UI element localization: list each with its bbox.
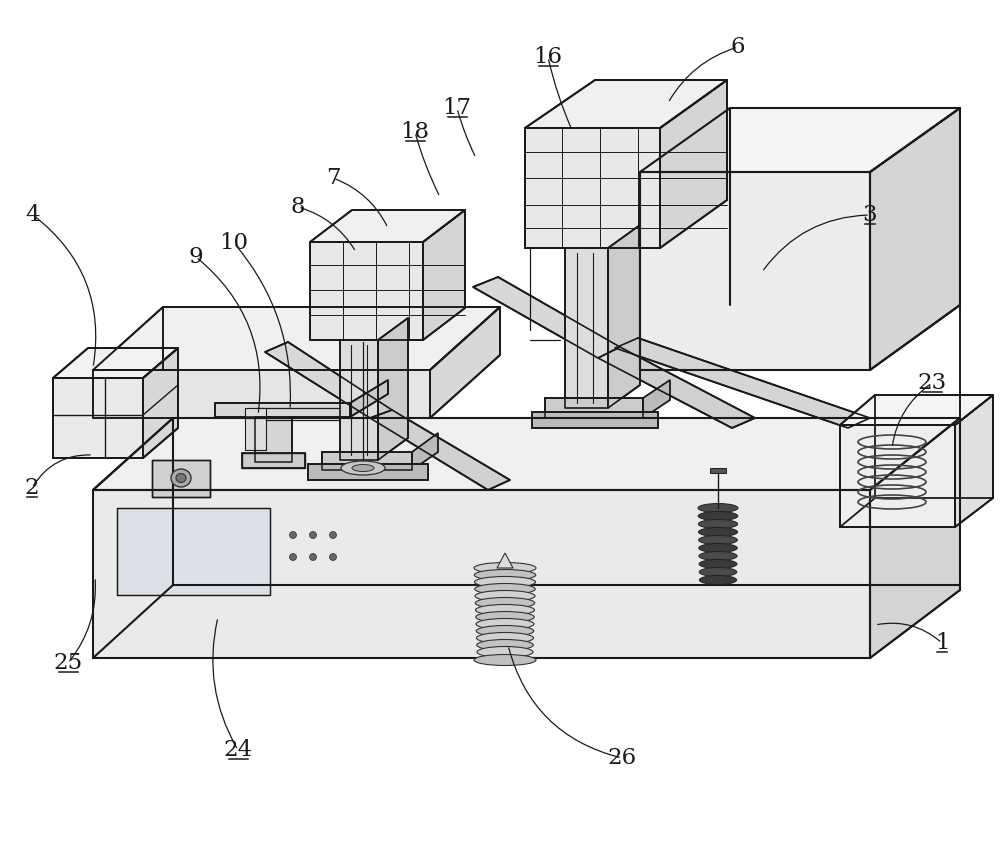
Polygon shape xyxy=(93,307,500,370)
Polygon shape xyxy=(310,210,465,242)
Ellipse shape xyxy=(475,583,535,594)
Text: 2: 2 xyxy=(25,477,39,499)
Text: 1: 1 xyxy=(935,632,949,654)
Ellipse shape xyxy=(477,640,533,651)
Polygon shape xyxy=(870,108,960,370)
Polygon shape xyxy=(93,418,960,490)
Ellipse shape xyxy=(699,560,737,568)
Polygon shape xyxy=(215,403,350,417)
Ellipse shape xyxy=(698,528,738,536)
Polygon shape xyxy=(545,398,643,418)
Ellipse shape xyxy=(476,626,534,636)
Polygon shape xyxy=(412,433,438,470)
Polygon shape xyxy=(53,378,143,458)
Ellipse shape xyxy=(176,474,186,482)
Ellipse shape xyxy=(310,531,317,539)
Ellipse shape xyxy=(171,469,191,487)
Text: 4: 4 xyxy=(26,204,40,226)
Ellipse shape xyxy=(352,464,374,471)
Ellipse shape xyxy=(475,598,535,609)
Polygon shape xyxy=(640,172,870,370)
Text: 24: 24 xyxy=(223,739,253,761)
Polygon shape xyxy=(643,380,670,418)
Ellipse shape xyxy=(341,461,385,475)
Polygon shape xyxy=(322,452,412,470)
Polygon shape xyxy=(350,380,388,417)
Polygon shape xyxy=(423,210,465,340)
Ellipse shape xyxy=(699,551,737,561)
Polygon shape xyxy=(525,128,660,248)
Polygon shape xyxy=(255,417,292,462)
Polygon shape xyxy=(565,248,608,408)
Ellipse shape xyxy=(330,531,337,539)
Polygon shape xyxy=(840,425,955,527)
Polygon shape xyxy=(242,453,305,468)
Text: 18: 18 xyxy=(401,121,430,143)
Polygon shape xyxy=(660,80,727,248)
Polygon shape xyxy=(615,338,870,428)
Polygon shape xyxy=(93,490,870,658)
Text: 26: 26 xyxy=(607,747,637,769)
Ellipse shape xyxy=(290,554,297,561)
Ellipse shape xyxy=(475,577,536,588)
Polygon shape xyxy=(598,347,755,428)
Ellipse shape xyxy=(475,590,535,602)
Polygon shape xyxy=(525,80,727,128)
Polygon shape xyxy=(152,460,210,497)
Ellipse shape xyxy=(477,647,533,658)
Ellipse shape xyxy=(699,535,737,545)
Polygon shape xyxy=(608,225,640,408)
Ellipse shape xyxy=(699,576,737,584)
Text: 23: 23 xyxy=(917,372,947,394)
Polygon shape xyxy=(310,242,423,340)
Ellipse shape xyxy=(698,503,738,513)
Ellipse shape xyxy=(476,619,534,630)
Ellipse shape xyxy=(698,519,738,529)
Text: 7: 7 xyxy=(326,167,340,189)
Polygon shape xyxy=(143,348,178,458)
Ellipse shape xyxy=(477,632,534,643)
Polygon shape xyxy=(378,318,408,460)
Polygon shape xyxy=(53,348,178,378)
Polygon shape xyxy=(340,340,378,460)
Ellipse shape xyxy=(699,567,737,577)
Polygon shape xyxy=(955,395,993,527)
Ellipse shape xyxy=(698,512,738,520)
Polygon shape xyxy=(473,277,620,358)
Ellipse shape xyxy=(476,611,534,622)
Ellipse shape xyxy=(474,570,536,581)
Text: 10: 10 xyxy=(220,232,249,254)
Text: 17: 17 xyxy=(443,97,472,119)
Polygon shape xyxy=(245,418,266,450)
Polygon shape xyxy=(640,108,960,172)
Polygon shape xyxy=(870,418,960,658)
Ellipse shape xyxy=(476,604,534,615)
Text: 8: 8 xyxy=(291,196,305,218)
Text: 9: 9 xyxy=(189,246,203,268)
Polygon shape xyxy=(370,410,510,490)
Ellipse shape xyxy=(474,654,536,665)
Polygon shape xyxy=(497,553,513,568)
Polygon shape xyxy=(265,342,392,418)
Ellipse shape xyxy=(330,554,337,561)
Polygon shape xyxy=(532,412,658,428)
Polygon shape xyxy=(245,408,266,418)
Text: 6: 6 xyxy=(731,36,745,58)
Ellipse shape xyxy=(290,531,297,539)
Ellipse shape xyxy=(310,554,317,561)
Text: 3: 3 xyxy=(863,204,877,226)
Ellipse shape xyxy=(699,544,737,552)
Ellipse shape xyxy=(474,562,536,573)
Text: 16: 16 xyxy=(533,46,563,68)
Polygon shape xyxy=(840,395,993,425)
Polygon shape xyxy=(430,307,500,418)
Polygon shape xyxy=(117,508,270,595)
Polygon shape xyxy=(93,370,430,418)
Polygon shape xyxy=(710,468,726,473)
Text: 25: 25 xyxy=(53,652,83,674)
Polygon shape xyxy=(308,464,428,480)
